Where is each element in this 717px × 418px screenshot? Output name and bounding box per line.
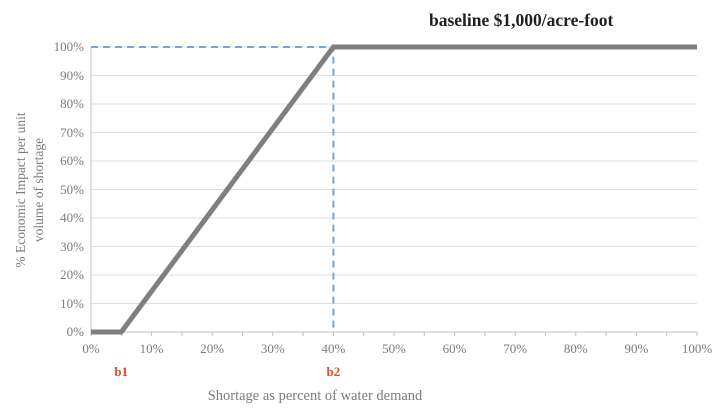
x-tick-label: 10% bbox=[139, 341, 164, 356]
x-tick-label: 100% bbox=[681, 341, 713, 356]
y-tick-label: 60% bbox=[60, 153, 84, 168]
x-axis-title: Shortage as percent of water demand bbox=[207, 388, 423, 404]
y-tick-label: 40% bbox=[60, 210, 84, 225]
x-tick-label: 0% bbox=[82, 341, 100, 356]
series-line bbox=[91, 44, 697, 335]
x-tick-label: 30% bbox=[260, 341, 285, 356]
y-tick-label: 90% bbox=[60, 67, 84, 83]
x-tick-label: 20% bbox=[200, 341, 225, 356]
y-tick-label: 80% bbox=[60, 96, 84, 111]
x-tick-label: 80% bbox=[563, 341, 588, 356]
chart-title: baseline $1,000/acre-foot bbox=[429, 10, 614, 30]
x-tick-label: 90% bbox=[624, 341, 649, 356]
y-tick-label: 0% bbox=[66, 324, 84, 339]
y-tick-label: 70% bbox=[60, 124, 84, 140]
x-tick-label: 40% bbox=[321, 341, 346, 356]
y-tick-label: 10% bbox=[60, 295, 84, 311]
y-tick-label: 100% bbox=[53, 39, 84, 54]
x-tick-label: 60% bbox=[442, 341, 467, 356]
x-tick-label: 50% bbox=[382, 341, 406, 356]
y-tick-label: 50% bbox=[60, 181, 84, 197]
y-tick-label: 20% bbox=[60, 267, 84, 282]
annotation-b2: b2 bbox=[326, 364, 341, 379]
x-tick-label: 70% bbox=[503, 341, 528, 356]
y-tick-label: 30% bbox=[60, 238, 84, 254]
annotation-b1: b1 bbox=[114, 364, 129, 379]
